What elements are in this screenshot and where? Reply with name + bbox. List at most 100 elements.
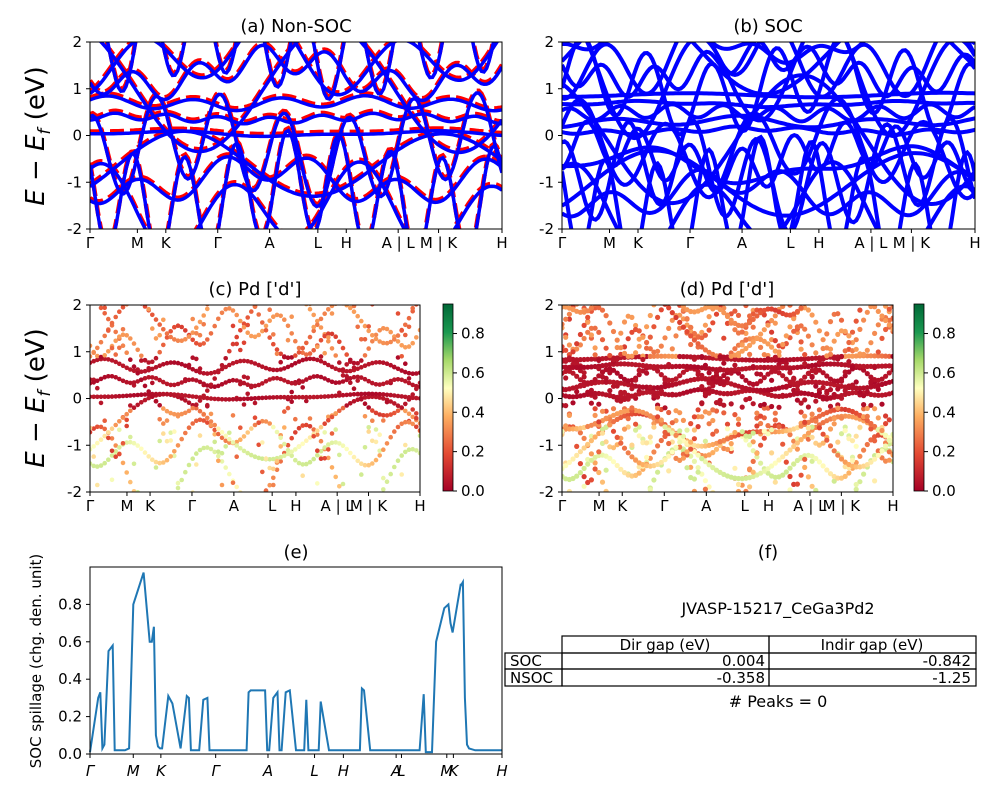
projection-point [566,342,573,348]
projection-point [562,321,565,327]
projection-point [190,337,195,343]
projection-point [772,417,778,423]
projection-point [592,406,598,412]
projection-point [395,377,401,382]
projection-point [724,446,731,452]
projection-point [98,394,104,400]
projection-point [340,373,346,378]
projection-point [747,442,753,448]
projection-point [787,365,793,371]
projection-point [179,380,184,385]
table-row-soc-dir: 0.004 [722,652,765,670]
projection-point [241,340,247,346]
projection-point [359,365,364,370]
projection-point [699,384,705,390]
projection-point [179,361,184,367]
projection-point [857,479,863,485]
projection-point [227,430,232,436]
projection-point [732,327,738,333]
projection-point [883,317,889,324]
projection-point [318,456,324,462]
projection-point [117,309,122,315]
projection-point [212,432,217,437]
projection-point [252,383,258,389]
projection-point [172,360,177,365]
projection-point [197,408,203,414]
projection-point [570,364,576,370]
panel-c-projection [90,305,420,499]
projection-point [98,400,104,406]
projection-point [249,452,254,458]
projection-point [831,421,837,427]
projection-point [658,437,664,444]
projection-point [311,456,317,462]
projection-point [566,355,573,361]
projection-point [827,471,834,477]
projection-point [307,394,313,400]
projection-point [238,318,243,324]
projection-point [655,368,661,374]
projection-point [315,432,320,437]
projection-point [392,377,397,383]
projection-point [340,443,346,449]
projection-point [805,364,812,370]
projection-point [282,394,287,400]
projection-point [691,427,698,433]
projection-point [691,476,698,482]
projection-point [230,480,236,486]
projection-point [879,376,885,382]
projection-point [883,443,889,449]
projection-point [186,365,192,370]
projection-point [102,433,107,439]
projection-point [592,434,598,440]
projection-point [150,457,155,463]
projection-point [223,380,228,385]
projection-point [300,345,306,351]
projection-point [91,463,96,469]
projection-point [769,317,775,324]
projection-point [216,369,221,375]
projection-point [370,408,375,413]
projection-point [300,473,306,479]
projection-point [787,324,793,330]
projection-point [838,431,845,437]
projection-point [747,351,753,357]
x-tick-label: M [593,497,606,515]
projection-point [307,356,313,362]
projection-point [596,401,602,407]
projection-point [219,310,225,316]
projection-point [406,344,412,349]
x-tick-label: L [397,762,405,780]
projection-point [95,378,100,384]
projection-point [274,458,280,464]
projection-point [274,312,280,318]
projection-point [219,450,225,456]
projection-point [417,421,420,426]
projection-point [761,327,767,333]
projection-point [300,350,306,356]
panel-b-bands [562,42,975,229]
projection-point [566,412,573,418]
projection-point [172,494,177,499]
projection-point [113,359,118,365]
projection-point [563,403,569,409]
projection-point [106,316,111,322]
projection-point [142,368,148,374]
projection-point [783,376,789,382]
projection-point [98,376,104,382]
projection-point [824,345,830,351]
projection-point [820,431,826,437]
projection-point [662,424,668,430]
projection-point [574,305,580,307]
projection-point [813,455,819,462]
projection-point [102,333,107,339]
projection-point [153,465,159,470]
projection-point [739,348,745,354]
projection-point [577,364,584,371]
projection-point [153,317,159,322]
projection-point [322,360,328,366]
projection-point [588,438,595,444]
projection-point [322,333,328,339]
projection-point [570,400,576,406]
projection-point [271,424,276,430]
